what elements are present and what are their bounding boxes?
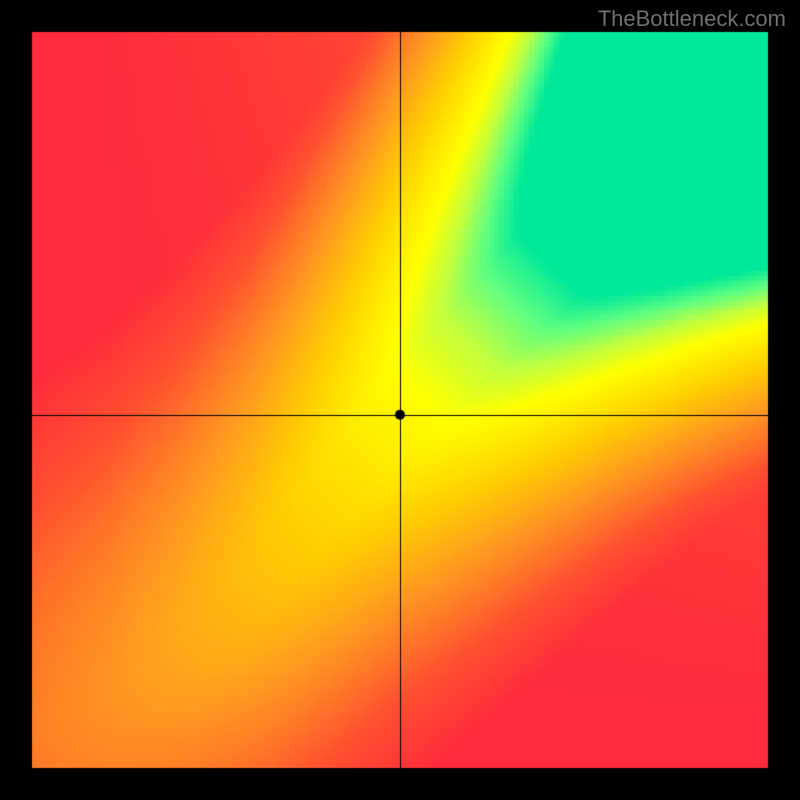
chart-container: TheBottleneck.com: [0, 0, 800, 800]
bottleneck-heatmap: [0, 0, 800, 800]
watermark-label: TheBottleneck.com: [598, 6, 786, 32]
